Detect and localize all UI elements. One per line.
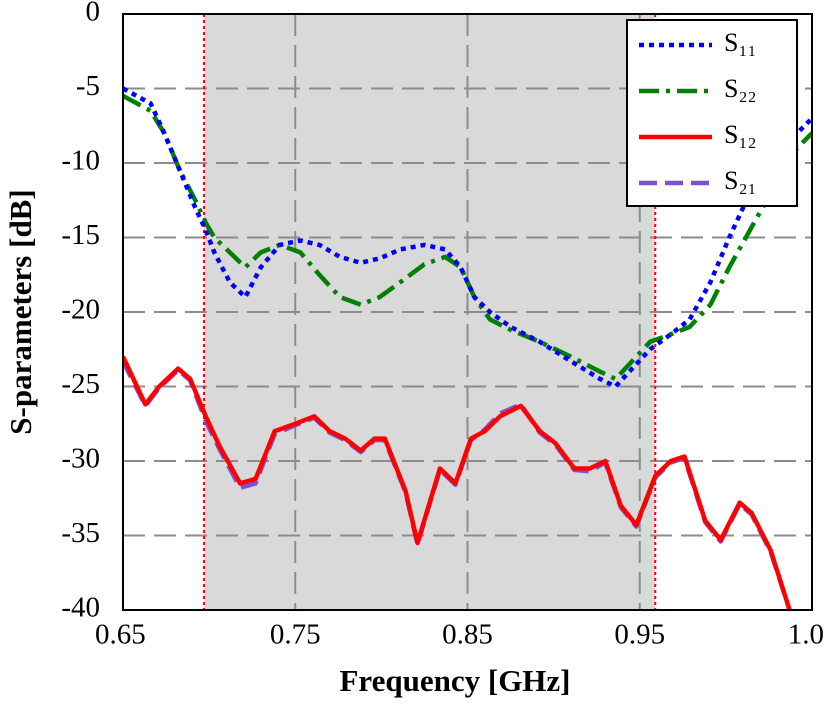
series-line <box>123 86 812 389</box>
y-tick-label: -5 <box>76 70 100 102</box>
legend-label: S₂₂ <box>724 74 757 103</box>
y-tick-label: -25 <box>61 368 100 400</box>
y-tick-label: -30 <box>61 443 100 475</box>
series-line <box>123 355 792 610</box>
y-axis-label: S-parameters [dB] <box>3 189 38 434</box>
x-tick-label: 0.95 <box>614 619 665 651</box>
y-tick-label: -20 <box>61 294 100 326</box>
legend-label: S₁₂ <box>724 120 757 149</box>
series-line <box>123 93 812 382</box>
x-axis-label: Frequency [GHz] <box>339 663 570 698</box>
legend-label: S₁₁ <box>724 28 757 57</box>
x-tick-label: 0.75 <box>270 619 321 651</box>
x-tick-label: 0.85 <box>442 619 493 651</box>
y-tick-label: -40 <box>61 592 100 624</box>
plot-frame <box>122 13 813 611</box>
y-tick-label: 0 <box>86 0 101 28</box>
legend-box <box>626 19 798 207</box>
x-tick-label: 0.65 <box>95 619 146 651</box>
y-tick-label: -10 <box>61 145 100 177</box>
y-tick-label: -15 <box>61 219 100 251</box>
y-tick-label: -35 <box>61 517 100 549</box>
highlight-band <box>203 14 656 610</box>
x-tick-label: 1.0 <box>788 619 824 651</box>
legend-label: S₂₁ <box>724 166 757 195</box>
